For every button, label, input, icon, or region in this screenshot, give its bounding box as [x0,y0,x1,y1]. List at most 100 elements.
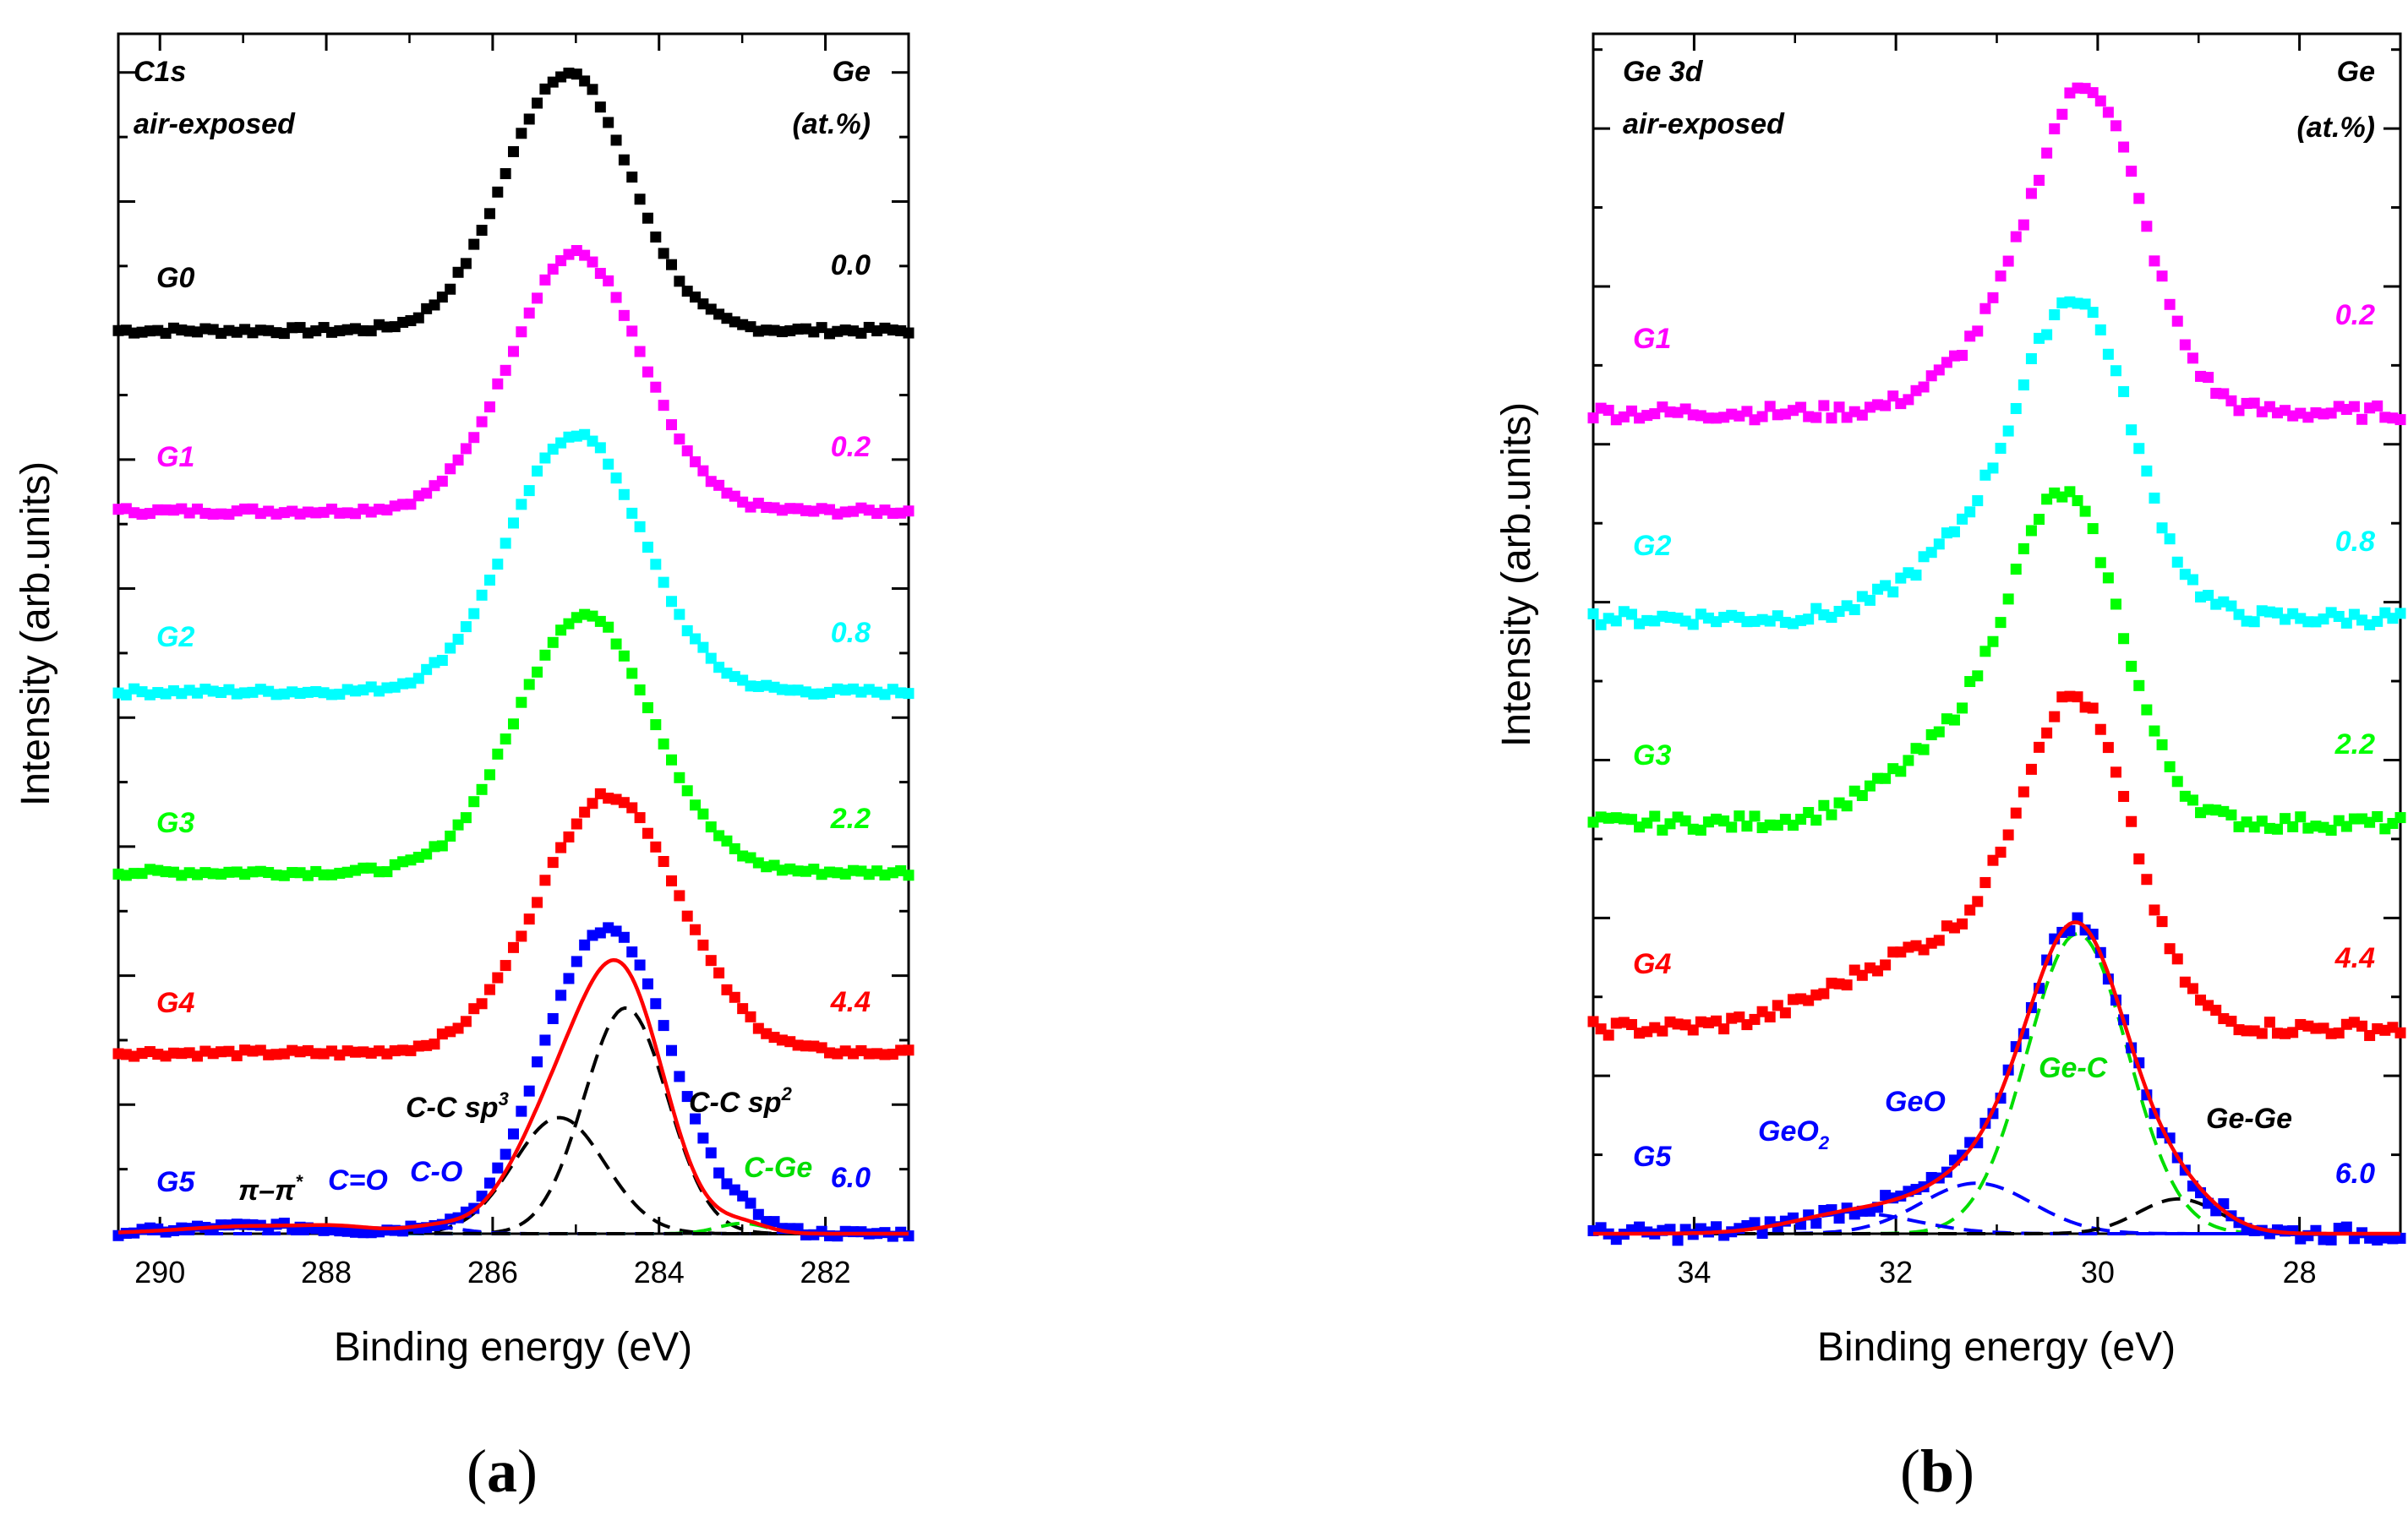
panel-a-data-points [112,68,915,1242]
ge-value-g3: 2.2 [830,803,871,835]
data-point-g4 [563,831,575,842]
data-point-g4 [2133,853,2145,864]
data-point-g4 [2094,723,2106,735]
data-point-g3 [2002,593,2014,605]
data-point-g1 [500,364,511,376]
data-point-g5 [618,931,630,943]
data-point-g2 [2087,307,2099,319]
panel-b-label: (b) [1900,1437,1974,1505]
data-point-g2 [452,633,464,645]
data-point-g2 [2018,379,2029,391]
panel-a-label: (a) [467,1437,538,1505]
data-point-g4 [1625,1019,1637,1031]
data-point-g2 [674,608,685,620]
component-line [1593,931,2400,1235]
data-point-g2 [1972,495,1984,507]
data-point-g4 [745,1011,756,1022]
data-point-g1 [1587,412,1599,424]
data-point-g2 [705,652,717,664]
data-point-g5 [1833,1213,1845,1224]
annot-geo2: GeO2 [1758,1115,1830,1153]
component-line [118,1228,909,1235]
data-point-g5 [492,1162,504,1174]
data-point-g4 [2164,943,2176,955]
data-point-g4 [705,955,717,967]
data-point-g2 [508,517,519,529]
data-point-g2 [2118,385,2130,397]
data-point-g3 [2079,505,2091,517]
data-point-g1 [2179,339,2191,351]
annot-c-eq-o: C=O [328,1164,388,1197]
x-tick-label: 30 [2081,1255,2115,1289]
data-point-g4 [1841,979,1853,991]
data-point-g0 [468,238,480,250]
data-point-g4 [2034,741,2045,753]
data-point-g1 [1795,401,1807,413]
data-point-g1 [2171,315,2183,327]
data-point-g1 [460,443,472,455]
data-point-g3 [2149,725,2160,737]
data-point-g1 [2394,414,2406,426]
panel-a-title-line2: air-exposed [134,108,296,140]
data-point-g3 [508,718,519,730]
data-point-g3 [547,636,559,648]
data-point-g5 [650,998,662,1010]
data-point-g2 [2094,324,2106,335]
data-point-g0 [508,145,519,157]
data-point-g4 [429,1039,440,1050]
data-point-g3 [2133,679,2145,691]
data-point-g1 [690,456,702,468]
data-point-g3 [436,840,448,852]
data-point-g2 [445,642,456,654]
data-point-g3 [1933,726,1945,738]
data-point-g4 [2072,691,2083,703]
panel-b-legend-head2: (at.%) [2296,112,2375,144]
data-point-g2 [532,465,543,477]
data-point-g1 [2041,147,2053,159]
data-point-g2 [2149,492,2160,504]
data-point-g1 [476,416,488,428]
data-point-g1 [1833,401,1845,413]
data-point-g0 [452,266,464,278]
data-point-g4 [729,991,740,1003]
data-point-g1 [1603,405,1614,417]
data-point-g1 [2164,298,2176,310]
data-point-g3 [2110,598,2121,610]
data-point-g4 [1995,846,2007,858]
data-point-g4 [2126,815,2138,827]
data-point-g5 [483,1177,495,1189]
data-point-g2 [2203,590,2214,602]
data-point-g4 [508,941,519,953]
component-line [1593,1197,2400,1235]
annot-cc-sp3: C-C sp3 [406,1088,509,1124]
data-point-g4 [1979,876,1991,888]
data-point-g2 [697,641,709,653]
annot-c-ge: C-Ge [744,1152,812,1184]
label-b-g1: G1 [1633,323,1671,355]
data-point-g4 [2187,983,2198,995]
data-point-g2 [1948,526,1960,537]
data-point-g1 [2056,108,2068,120]
data-point-g0 [532,97,543,109]
data-point-g2 [658,576,669,588]
data-point-g3 [2295,811,2307,823]
x-tick-label: 284 [634,1255,685,1289]
x-tick-label: 28 [2283,1255,2317,1289]
data-point-g3 [2187,794,2198,806]
data-point-g4 [587,798,598,810]
panel-a-legend-head1: Ge [833,56,871,88]
data-point-g1 [2141,221,2153,232]
data-point-g3 [650,719,662,731]
data-point-g0 [903,327,915,339]
ge-value-b-g5: 6.0 [2335,1158,2375,1190]
data-point-g3 [500,733,511,745]
data-point-g1 [2372,400,2383,412]
ge-value-g2: 0.8 [831,617,871,649]
panel-b-data-points [1587,82,2406,1246]
data-point-g2 [2394,608,2406,619]
data-point-g4 [2263,1017,2275,1028]
data-point-g2 [2225,600,2237,612]
data-point-g2 [2133,443,2145,455]
data-point-g4 [2171,953,2183,965]
data-point-g3 [1979,646,1991,657]
